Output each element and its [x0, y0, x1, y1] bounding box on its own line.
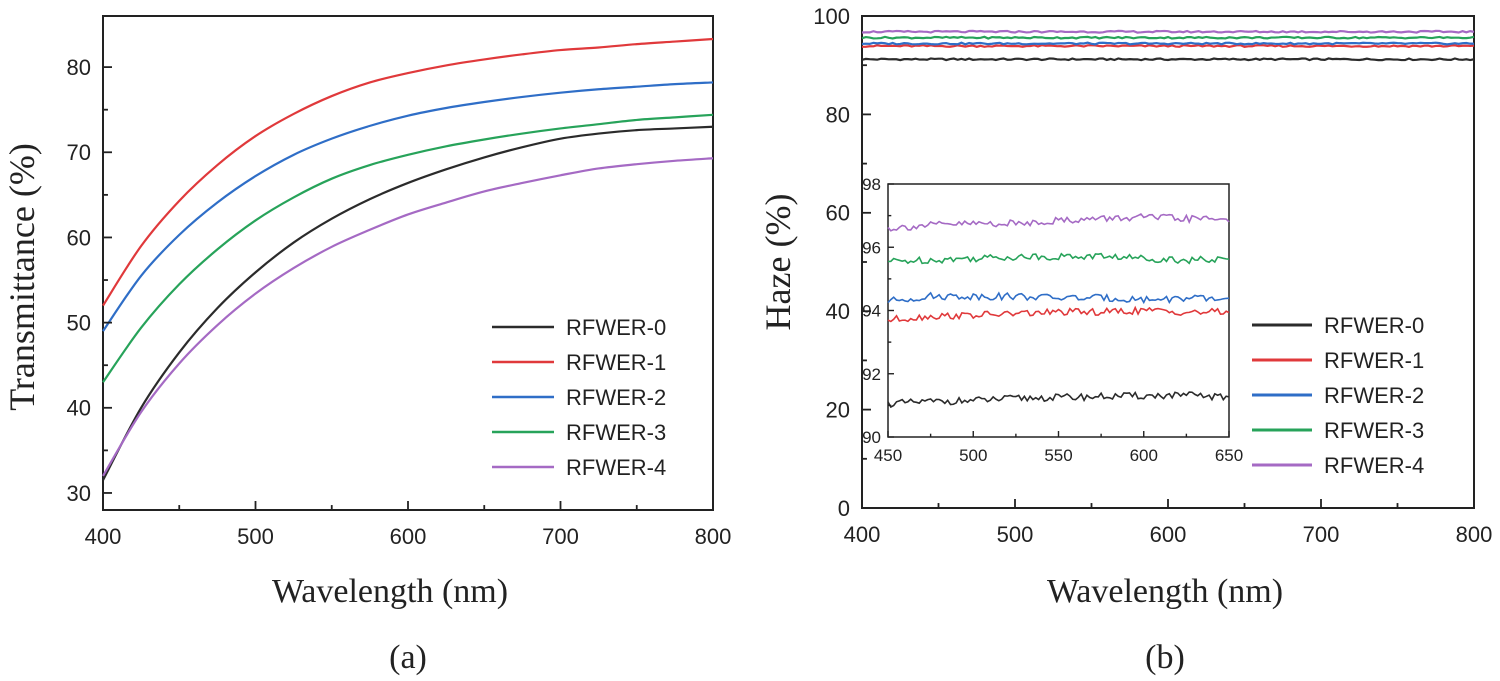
panel-b-legend-label: RFWER-3 [1324, 418, 1424, 443]
panel-a-y-tick-label: 40 [67, 396, 91, 421]
panel-b-curves [861, 29, 1475, 62]
inset-series-line [887, 252, 1230, 265]
panel-a-x-tick-label: 600 [390, 524, 427, 549]
panel-b-x-tick-label: 500 [997, 522, 1034, 547]
panel-b-series-line [861, 29, 1475, 34]
panel-a-series-line [102, 37, 714, 307]
panel-b-series-line [861, 35, 1475, 40]
panel-b-y-tick-label: 0 [838, 496, 850, 521]
panel-a-y-ticks: 30 40 50 60 70 80 [67, 55, 112, 506]
panel-b-series-line [861, 41, 1475, 46]
panel-b-y-tick-label: 20 [826, 398, 850, 423]
panel-a-x-tick-label: 500 [237, 524, 274, 549]
panel-b-x-tick-label: 400 [844, 522, 881, 547]
panel-b-legend: RFWER-0 RFWER-1 RFWER-2 RFWER-3 RFWER-4 [1252, 313, 1424, 478]
panel-a-y-tick-label: 50 [67, 311, 91, 336]
inset-y-tick-label: 92 [862, 365, 881, 384]
panel-b-series-line [861, 57, 1475, 62]
panel-a-y-axis-title: Transmittance (%) [2, 143, 42, 411]
panel-b-x-axis-title: Wavelength (nm) [1047, 573, 1283, 610]
panel-b-legend-label: RFWER-2 [1324, 383, 1424, 408]
panel-b-y-tick-label: 80 [826, 102, 850, 127]
panel-a-legend: RFWER-0 RFWER-1 RFWER-2 RFWER-3 RFWER-4 [492, 315, 666, 480]
panel-a-y-tick-label: 60 [67, 225, 91, 250]
inset-y-tick-label: 98 [862, 175, 881, 194]
panel-a-curves [102, 37, 714, 481]
panel-b-label: (b) [1145, 639, 1185, 676]
panel-a-legend-label: RFWER-3 [566, 420, 666, 445]
panel-a-label: (a) [389, 639, 427, 676]
panel-a-x-axis-title: Wavelength (nm) [272, 573, 508, 610]
inset-y-tick-label: 96 [862, 238, 881, 257]
panel-a-series-line [102, 81, 714, 332]
panel-a-x-tick-label: 800 [695, 524, 732, 549]
inset-x-tick-label: 450 [874, 446, 902, 465]
panel-a-x-ticks: 400 500 600 700 800 [85, 501, 732, 549]
inset-x-tick-label: 600 [1130, 446, 1158, 465]
panel-a-series-line [102, 157, 714, 477]
panel-a-y-tick-label: 70 [67, 140, 91, 165]
inset-series-line [887, 390, 1230, 409]
panel-a-legend-label: RFWER-4 [566, 455, 666, 480]
panel-a-series-line [102, 125, 714, 481]
panel-b-series-line [861, 44, 1475, 49]
inset-x-tick-label: 500 [959, 446, 987, 465]
panel-b-y-ticks: 0 20 40 60 80 100 [813, 4, 871, 521]
inset-series-line [887, 305, 1230, 323]
panel-b-y-tick-label: 100 [813, 4, 850, 29]
inset-curves [887, 212, 1230, 409]
inset-y-tick-label: 90 [862, 428, 881, 447]
panel-b-y-tick-label: 60 [826, 201, 850, 226]
inset-series-line [887, 212, 1230, 232]
panel-b-x-ticks: 400 500 600 700 800 [844, 499, 1493, 547]
panel-b-inset: 450 500 550 600 650 90 92 94 96 98 [862, 175, 1243, 465]
inset-x-ticks: 450 500 550 600 650 [874, 431, 1243, 465]
panel-b: 400 500 600 700 800 0 20 40 60 80 100 450 500 550 60… [758, 4, 1492, 676]
panel-a-series-line [102, 113, 714, 383]
panel-b-x-tick-label: 700 [1303, 522, 1340, 547]
inset-x-tick-label: 650 [1215, 446, 1243, 465]
panel-b-legend-label: RFWER-1 [1324, 348, 1424, 373]
panel-a-legend-label: RFWER-1 [566, 350, 666, 375]
inset-series-line [887, 291, 1230, 305]
panel-a-y-tick-label: 80 [67, 55, 91, 80]
panel-b-y-tick-label: 40 [826, 299, 850, 324]
panel-a-y-tick-label: 30 [67, 481, 91, 506]
panel-a-legend-label: RFWER-2 [566, 385, 666, 410]
inset-y-ticks: 90 92 94 96 98 [862, 175, 894, 447]
panel-b-x-tick-label: 600 [1150, 522, 1187, 547]
inset-x-tick-label: 550 [1044, 446, 1072, 465]
panel-a-legend-label: RFWER-0 [566, 315, 666, 340]
panel-b-y-axis-title: Haze (%) [758, 194, 798, 331]
inset-y-tick-label: 94 [862, 302, 881, 321]
panel-b-x-tick-label: 800 [1456, 522, 1493, 547]
panel-b-legend-label: RFWER-0 [1324, 313, 1424, 338]
panel-a-x-tick-label: 400 [85, 524, 122, 549]
panel-a-x-tick-label: 700 [542, 524, 579, 549]
panel-b-legend-label: RFWER-4 [1324, 453, 1424, 478]
